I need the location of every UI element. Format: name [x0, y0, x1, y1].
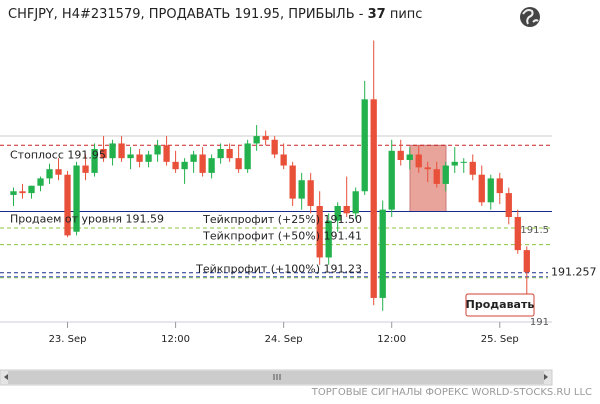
candle-body	[415, 154, 422, 168]
title-prefix: CHFJPY, H4#231579, ПРОДАВАТЬ 191.95, ПРИ…	[8, 7, 368, 22]
current-price-tag-bg	[548, 264, 598, 281]
candle-body	[469, 161, 476, 175]
candle-body	[100, 148, 107, 159]
candle-body	[460, 161, 467, 163]
candle-body	[280, 154, 287, 166]
candle-body	[496, 178, 503, 194]
candle-body	[109, 143, 116, 159]
candle-body	[352, 191, 359, 214]
candle-body	[334, 205, 341, 221]
level-label: Тейкпрофит (+100%) 191.23	[195, 263, 362, 276]
current-price-tag: 191.257	[551, 266, 597, 279]
candle-body	[388, 150, 395, 210]
footer: ТОРГОВЫЕ СИГНАЛЫ ФОРЕКС WORLD-STOCKS.RU …	[311, 387, 592, 398]
candle-body	[406, 154, 413, 160]
candle-body	[271, 139, 278, 155]
profit-unit: пипс	[390, 7, 423, 22]
candle-body	[208, 158, 215, 173]
sell-button[interactable]: Продавать	[465, 293, 535, 317]
scroll-right[interactable]	[544, 374, 548, 380]
level-label: Тейкпрофит (+50%) 191.41	[202, 230, 362, 243]
candle-body	[451, 161, 458, 166]
candle-body	[424, 167, 431, 170]
candle-body	[523, 250, 530, 273]
level-label: Продаем от уровня 191.59	[10, 212, 164, 225]
candle-body	[289, 165, 296, 199]
candle-body	[145, 154, 152, 162]
candle-body	[154, 145, 161, 155]
candle-body	[478, 174, 485, 203]
x-tick-label: 24. Sep	[265, 334, 303, 345]
candle-body	[118, 143, 125, 159]
candle-body	[28, 185, 35, 194]
candle-body	[136, 154, 143, 162]
chart-title: CHFJPY, H4#231579, ПРОДАВАТЬ 191.95, ПРИ…	[8, 7, 422, 22]
level-label: Тейкпрофит (+25%) 191.50	[202, 213, 362, 226]
candle-body	[262, 136, 269, 140]
candle-body	[244, 143, 251, 170]
sell-button-box[interactable]	[465, 293, 535, 317]
candle-body	[298, 180, 305, 199]
candle-body	[253, 136, 260, 144]
scroll-left[interactable]	[4, 374, 8, 380]
candle-body	[442, 165, 449, 184]
candle-body	[226, 148, 233, 159]
candle-body	[343, 205, 350, 214]
candle-body	[10, 191, 17, 195]
sell-button-label[interactable]: Продавать	[466, 298, 535, 311]
plot: 23. Sep 12:00 24. Sep 12:00 25. Sep 191 191.5 С…	[0, 40, 598, 345]
profit: 37	[368, 7, 386, 22]
candle-body	[370, 99, 377, 298]
candle-body	[37, 178, 44, 186]
candle-body	[64, 174, 71, 236]
candle-body	[46, 169, 53, 179]
candle-body	[199, 154, 206, 173]
candle-body	[433, 169, 440, 184]
candle-body	[514, 217, 521, 251]
x-tick-label: 12:00	[161, 334, 190, 345]
candle-body	[91, 148, 98, 173]
candle-body	[505, 193, 512, 218]
candle-body	[55, 169, 62, 175]
x-tick-label: 25. Sep	[481, 334, 519, 345]
candle-body	[181, 161, 188, 170]
y-tick-label: 191	[530, 317, 549, 328]
candle-body	[316, 205, 323, 258]
candle-body	[172, 161, 179, 170]
candle-body	[190, 154, 197, 162]
candle-body	[361, 99, 368, 192]
candle-body	[127, 154, 134, 159]
candle-body	[82, 165, 89, 173]
x-tick-label: 12:00	[377, 334, 406, 345]
candle-body	[217, 148, 224, 159]
level-label: Стоплосс 191.95	[10, 148, 106, 161]
candle-body	[163, 145, 170, 162]
candle-body	[487, 178, 494, 203]
candle-body	[379, 209, 386, 298]
candle-body	[325, 220, 332, 258]
y-tick-label: 191.5	[520, 225, 549, 236]
candle-body	[307, 180, 314, 206]
scrollbar-thumb[interactable]	[8, 371, 544, 384]
globe-icon[interactable]	[520, 7, 540, 27]
candle-body	[73, 165, 80, 232]
candle-body	[19, 191, 26, 194]
x-tick-label: 23. Sep	[49, 334, 87, 345]
scroll-grip	[273, 374, 281, 380]
candle-body	[397, 150, 404, 160]
candle-body	[235, 158, 242, 170]
